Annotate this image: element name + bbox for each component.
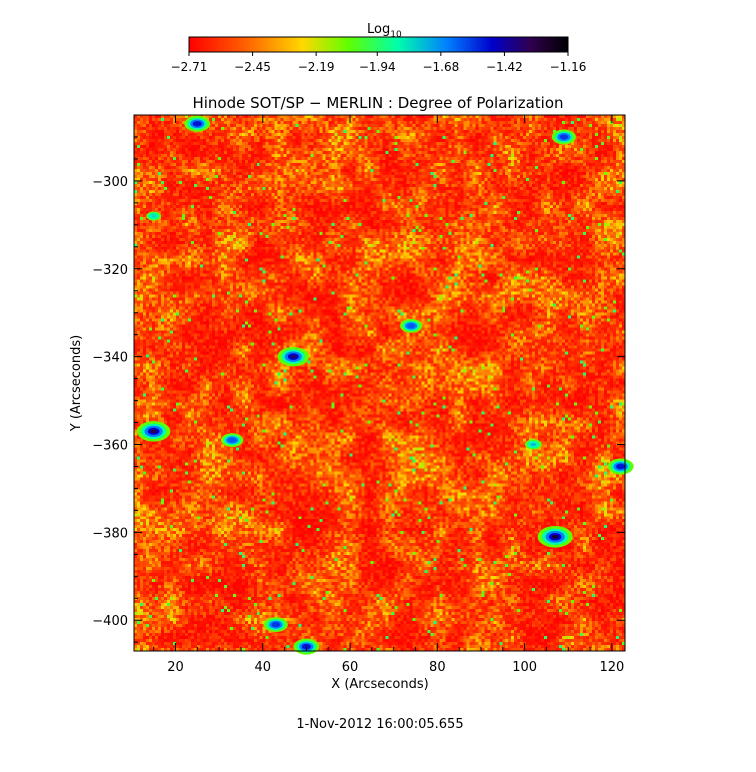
y-axis: −300 −320 −340 −360 −380 −400 <box>92 136 625 643</box>
x-axis: 20 40 60 80 100 120 <box>153 115 624 675</box>
heatmap-raster <box>134 115 625 651</box>
patch-layer <box>531 443 535 447</box>
patch-layer <box>552 534 559 539</box>
high-polarization-patch <box>537 525 573 548</box>
high-polarization-patch <box>524 439 542 450</box>
chart-title: Hinode SOT/SP − MERLIN : Degree of Polar… <box>192 94 563 112</box>
heatmap-image <box>134 115 625 651</box>
colorbar-tick-label: −1.42 <box>486 60 523 74</box>
colorbar-ticks: −2.71 −2.45 −2.19 −1.94 −1.68 −1.42 −1.16 <box>171 52 587 74</box>
patch-layer <box>152 214 156 218</box>
high-polarization-regions <box>136 115 634 655</box>
patch-layer <box>409 324 414 328</box>
observation-timestamp: 1-Nov-2012 16:00:05.655 <box>296 717 463 732</box>
high-polarization-patch <box>221 433 244 447</box>
x-tick-label: 40 <box>254 660 271 675</box>
high-polarization-patch <box>146 211 162 221</box>
colorbar-tick-label: −1.16 <box>550 60 587 74</box>
colorbar-label: Log10 <box>367 22 402 40</box>
x-tick-label: 120 <box>599 660 624 675</box>
patch-layer <box>150 429 157 434</box>
colorbar-tick-label: −2.19 <box>298 60 335 74</box>
x-tick-label: 80 <box>429 660 446 675</box>
x-axis-label: X (Arcseconds) <box>331 677 428 692</box>
colorbar-tick-label: −2.45 <box>234 60 271 74</box>
y-tick-label: −360 <box>92 439 128 454</box>
high-polarization-patch <box>607 458 634 475</box>
patch-layer <box>304 645 309 649</box>
patch-layer <box>618 464 623 468</box>
y-tick-label: −340 <box>92 351 128 366</box>
patch-layer <box>290 354 297 359</box>
x-tick-label: 60 <box>342 660 359 675</box>
colorbar <box>188 36 569 53</box>
y-tick-label: −400 <box>92 614 128 629</box>
y-tick-label: −300 <box>92 175 128 190</box>
x-tick-label: 20 <box>167 660 184 675</box>
y-tick-label: −320 <box>92 263 128 278</box>
colorbar-tick-label: −1.68 <box>422 60 459 74</box>
high-polarization-patch <box>551 129 576 145</box>
high-polarization-patch <box>400 319 423 333</box>
patch-layer <box>561 135 567 139</box>
patch-layer <box>194 122 200 126</box>
high-polarization-patch <box>184 115 211 132</box>
colorbar-tick-label: −1.94 <box>359 60 396 74</box>
plot-frame <box>133 114 626 652</box>
high-polarization-patch <box>263 617 288 633</box>
high-polarization-patch <box>293 638 320 655</box>
high-polarization-patch <box>136 421 171 442</box>
patch-layer <box>273 623 279 627</box>
x-tick-label: 100 <box>512 660 537 675</box>
colorbar-tick-label: −2.71 <box>171 60 208 74</box>
high-polarization-patch <box>277 346 310 367</box>
patch-layer <box>230 438 235 442</box>
y-axis-label: Y (Arcseconds) <box>69 335 84 432</box>
y-tick-label: −380 <box>92 526 128 541</box>
